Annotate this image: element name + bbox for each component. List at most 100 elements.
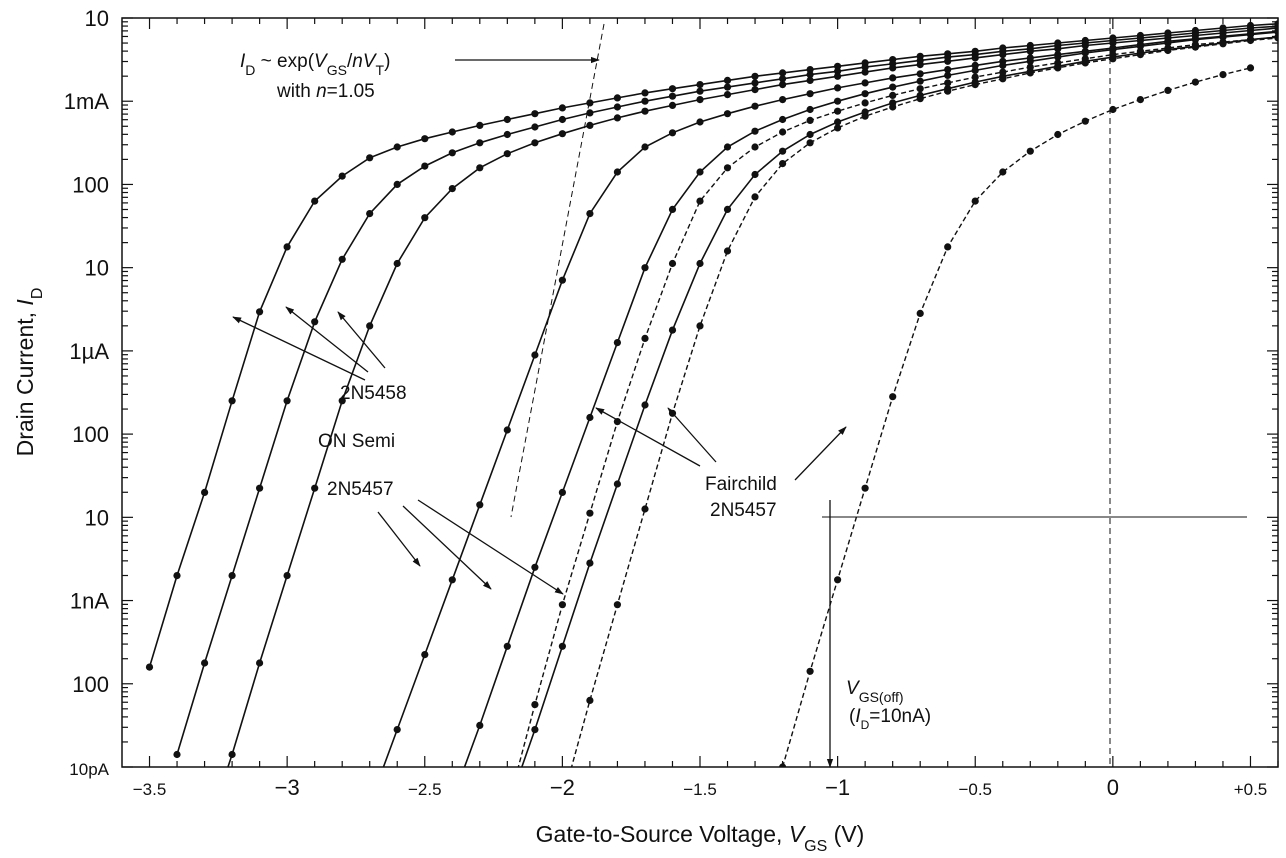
exp-fit-VT-sub: T [376, 62, 385, 78]
series-1 [145, 20, 1278, 671]
series-2-point [393, 180, 401, 188]
series-8 [570, 34, 1278, 767]
series-3-point [971, 54, 979, 62]
series-2-point [668, 92, 677, 100]
series-8-point [751, 193, 759, 201]
series-9-point [971, 197, 979, 205]
y-tick-label: 10 [85, 256, 109, 281]
series-6-point [668, 326, 677, 334]
series-5-point [916, 77, 924, 85]
series-3-point [366, 322, 374, 330]
series-6-point [696, 259, 704, 268]
series-5-point [834, 97, 842, 105]
exp-fit-slash: / [347, 51, 353, 72]
series-2-point [641, 97, 649, 105]
series-9-point [999, 168, 1007, 176]
series-8-point [1109, 55, 1117, 63]
series-1-point [421, 135, 429, 143]
series-5-point [668, 205, 677, 213]
series-8-point [1274, 34, 1278, 42]
series-8-point [944, 87, 952, 95]
series-2-point [613, 103, 622, 111]
y-axis-title: Drain Current, ID [12, 288, 46, 457]
series-5-point [1109, 46, 1117, 54]
series-2-point [311, 318, 319, 326]
series-2-point [256, 484, 264, 492]
arrow-fairchild-a [595, 407, 701, 467]
series-5-point [861, 90, 869, 98]
series-9-point [1219, 71, 1227, 79]
series-8-point [999, 75, 1007, 83]
series-6-point [504, 805, 511, 812]
series-5-point [999, 61, 1007, 69]
series-6-point [751, 170, 759, 179]
series-2-point [448, 149, 456, 157]
annotation-labels: ID ~ exp(VGS/nVT) with n=1.05 2N5458 ON … [240, 51, 931, 732]
arrow-2n5457-c [417, 499, 564, 595]
series-9-point [1054, 130, 1062, 139]
series-3-point [283, 572, 291, 580]
series-3-point [889, 64, 897, 72]
exp-fit-n: n [352, 51, 363, 72]
series-2-point [861, 63, 869, 71]
series-1-point [393, 143, 401, 151]
series-3-point [723, 91, 732, 99]
series-2-point [201, 659, 209, 667]
series-8-point [1081, 59, 1089, 67]
series-2-point [366, 210, 374, 218]
series-5-point [889, 83, 897, 91]
series-1-point [366, 154, 374, 162]
series-9-point [861, 484, 869, 492]
series-3-point [201, 834, 208, 841]
vgsoff-cond-open: ( [849, 706, 856, 727]
series-layer [145, 20, 1278, 841]
series-8-point [1219, 40, 1227, 48]
x-axis-title-prefix: Gate-to-Source Voltage, [536, 821, 789, 847]
series-4-point [723, 110, 732, 118]
series-4-point [806, 90, 814, 98]
series-6-point [558, 642, 567, 650]
series-1-point [145, 663, 154, 671]
series-4-point [971, 61, 979, 69]
tick-layer: −3.5 −3 −2.5 −2 −1.5 −1 −0.5 0 +0.5 10 1mA 100 10 1µA… [64, 6, 1279, 800]
series-3-point [806, 76, 814, 84]
series-8-point [613, 601, 622, 609]
series-5-point [971, 66, 979, 74]
series-7-point [723, 164, 732, 172]
series-9-point [889, 393, 897, 401]
series-2-point [834, 67, 842, 75]
vgsoff-sub: GS(off) [859, 689, 904, 705]
label-on-semi: ON Semi [318, 431, 395, 452]
series-3-point [999, 51, 1007, 59]
series-5-point [476, 721, 484, 730]
series-1-point [476, 121, 484, 129]
series-6-point [613, 480, 622, 488]
series-4-point [889, 74, 897, 82]
series-8-line [570, 37, 1278, 767]
series-7-point [531, 701, 539, 709]
series-1-point [256, 308, 264, 316]
series-3-point [613, 114, 622, 122]
x-axis-title-sub: GS [804, 838, 827, 855]
series-3-point [668, 101, 677, 109]
label-fairchild: Fairchild [705, 474, 777, 495]
series-6-point [806, 130, 814, 139]
series-2-point [558, 115, 567, 124]
plot-frame [121, 17, 1279, 768]
series-5-point [1246, 30, 1255, 39]
series-4-point [476, 501, 484, 509]
series-4-line [382, 30, 1278, 767]
series-4-point [779, 96, 787, 104]
exp-fit-nval: =1.05 [327, 81, 375, 102]
series-4-point [861, 79, 869, 87]
series-2-point [421, 162, 429, 170]
series-3-point [256, 659, 264, 667]
exp-fit-V-sub: GS [327, 62, 347, 78]
series-1-point [613, 94, 622, 102]
series-7-point [889, 91, 897, 99]
series-5-point [751, 127, 759, 135]
y-tick-label: 1mA [64, 89, 110, 114]
series-2-point [751, 79, 759, 87]
series-5-point [613, 339, 622, 347]
exp-fit-I-sub: D [245, 62, 255, 78]
